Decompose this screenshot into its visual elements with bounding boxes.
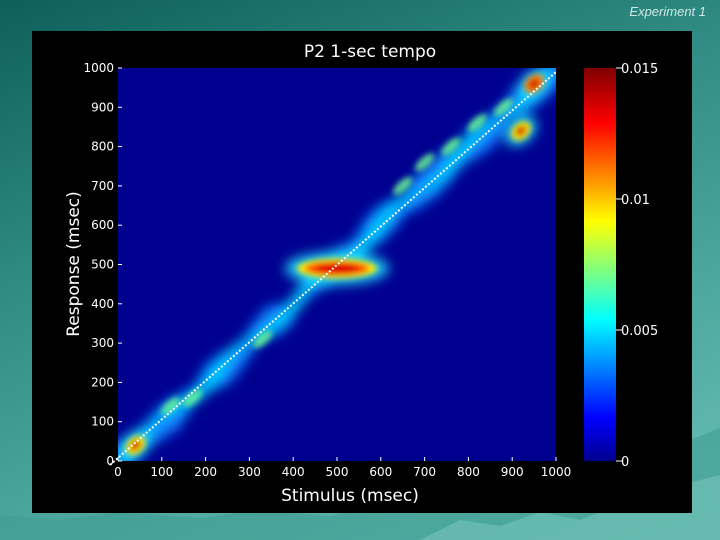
- y-tick-label: 700: [91, 179, 114, 193]
- x-tick-label: 800: [457, 465, 480, 479]
- density-blob: [232, 341, 245, 354]
- identity-line: [109, 71, 557, 466]
- x-tick-label: 900: [501, 465, 524, 479]
- density-blob: [470, 123, 489, 140]
- density-blob: [161, 397, 181, 415]
- density-blob: [415, 153, 435, 172]
- y-tick-label: 200: [91, 375, 114, 389]
- density-blob: [393, 177, 413, 195]
- density-blob: [528, 78, 540, 89]
- density-blob: [315, 263, 359, 274]
- density-blob: [395, 194, 410, 208]
- colorbar: [584, 68, 616, 461]
- density-blob: [467, 114, 487, 132]
- y-tick-label: 100: [91, 415, 114, 429]
- figure-panel: P2 1-sec tempo Stimulus (msec) Response …: [32, 31, 692, 513]
- y-axis-label: Response (msec): [64, 191, 84, 337]
- y-tick-label: 1000: [83, 61, 114, 75]
- density-blob: [243, 333, 257, 347]
- y-tick-label: 500: [91, 258, 114, 272]
- y-tick-label: 400: [91, 297, 114, 311]
- x-tick-label: 100: [150, 465, 173, 479]
- density-blob: [409, 187, 422, 200]
- colorbar-tick-label: 0.01: [621, 193, 650, 208]
- density-blob: [182, 389, 202, 407]
- density-blob: [515, 125, 527, 136]
- x-tick-label: 600: [369, 465, 392, 479]
- colorbar-tick-label: 0.005: [621, 324, 658, 339]
- y-tick-label: 300: [91, 336, 114, 350]
- y-tick-label: 0: [106, 454, 114, 468]
- density-blob: [484, 117, 499, 131]
- x-tick-label: 200: [194, 465, 217, 479]
- colorbar-tick-label: 0.015: [621, 62, 658, 77]
- x-axis-label: Stimulus (msec): [281, 486, 419, 506]
- y-tick-label: 600: [91, 218, 114, 232]
- heatmap-figure: P2 1-sec tempo Stimulus (msec) Response …: [64, 42, 658, 506]
- y-ticks: 0 100 200 300 400 500 600 700 800 900 1000: [83, 61, 122, 468]
- x-tick-label: 1000: [541, 465, 572, 479]
- y-tick-label: 800: [91, 140, 114, 154]
- density-blob: [130, 440, 141, 451]
- density-blob: [221, 348, 237, 364]
- y-tick-label: 900: [91, 100, 114, 114]
- x-tick-label: 400: [282, 465, 305, 479]
- colorbar-ticks: 0 0.005 0.01 0.015: [616, 62, 658, 470]
- density-blob: [253, 330, 273, 349]
- density-blob: [493, 98, 513, 117]
- x-tick-label: 300: [238, 465, 261, 479]
- colorbar-tick-label: 0: [621, 455, 629, 470]
- density-blob: [441, 137, 461, 156]
- chart-title: P2 1-sec tempo: [304, 42, 436, 62]
- x-tick-label: 700: [413, 465, 436, 479]
- density-blob: [145, 419, 158, 432]
- x-ticks: 0 100 200 300 400 500 600 700 800 900 1000: [114, 457, 571, 479]
- slide-tag: Experiment 1: [629, 4, 706, 19]
- x-tick-label: 0: [114, 465, 122, 479]
- x-tick-label: 500: [326, 465, 349, 479]
